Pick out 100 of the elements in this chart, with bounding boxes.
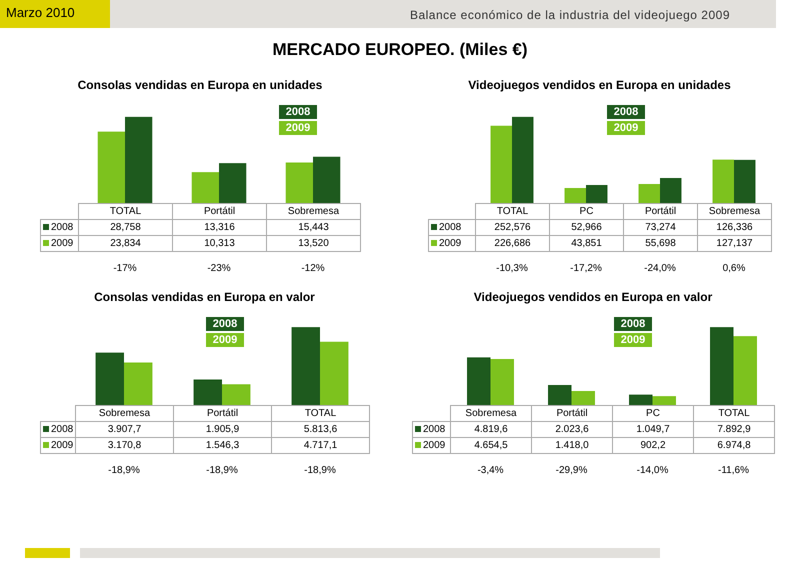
text: 2008 [212,318,238,330]
data-label: 226,686 [476,236,550,252]
data-label: 1.418,0 [532,438,612,454]
data-label: 252,576 [476,220,550,236]
bar [712,160,734,203]
text: 2009 [286,122,310,134]
bar [660,178,682,203]
legend-label: 2009 [51,440,74,451]
text: -12% [300,263,326,274]
text: Balance económico de la industria del videojuego 2009 [408,8,730,22]
x-tick-label: Sobremesa [266,204,360,220]
data-label: 1.905,9 [174,422,272,438]
x-tick-label: TOTAL [272,406,370,422]
bar [734,160,756,203]
x-tick-label: Sobremesa [76,406,174,422]
bar [490,359,514,405]
text: 2008 [286,106,310,118]
data-label: 4.654,5 [450,438,532,454]
legend-label: 2008 [51,222,74,233]
text: -14,0% [636,465,670,476]
x-tick-label: TOTAL [78,204,172,220]
bar [734,336,757,405]
bar [629,394,652,405]
bar [320,342,348,405]
text: -18,9% [107,465,141,476]
bar [548,385,572,405]
data-label: 3.170,8 [76,438,174,454]
legend-label: 2008 [439,222,462,233]
legend-label: 2008 [51,424,74,435]
text: 2009 [614,122,638,134]
chart-title: Consolas vendidas en Europa en unidades [76,78,324,92]
data-label: 55,698 [624,236,698,252]
text: 0,6% [722,263,746,274]
x-tick-label: Portátil [172,204,266,220]
bar [219,163,246,203]
text: -17,2% [569,263,603,274]
text: -18,9% [303,465,337,476]
text: -11,6% [717,465,750,476]
bar [286,162,313,203]
data-label: 15,443 [266,220,360,236]
data-label: 52,966 [550,220,624,236]
data-label: 28,758 [78,220,172,236]
data-label: 3.907,7 [76,422,174,438]
data-label: 2.023,6 [532,422,612,438]
text: -3,4% [476,465,505,476]
data-label: 10,313 [172,236,266,252]
text: -18,9% [205,465,239,476]
x-tick-label: TOTAL [476,204,550,220]
data-label: 13,316 [172,220,266,236]
legend-label: 2009 [423,440,446,451]
text: -23% [206,263,232,274]
x-tick-label: Portátil [624,204,698,220]
text: 2009 [212,334,238,346]
x-tick-label: TOTAL [694,406,774,422]
bar [125,116,152,203]
data-label: 902,2 [612,438,694,454]
bar [710,327,734,405]
bar [638,184,660,203]
data-label: 23,834 [78,236,172,252]
x-tick-label: PC [550,204,624,220]
legend-label: 2009 [439,238,462,249]
bar [313,156,340,203]
text: 2008 [614,106,638,118]
data-label: 1.546,3 [174,438,272,454]
bar [194,379,222,405]
x-tick-label: Sobremesa [450,406,532,422]
data-label: 4.717,1 [272,438,370,454]
text: -29,9% [554,465,588,476]
x-tick-label: Portátil [174,406,272,422]
bar [572,391,595,405]
x-tick-label: PC [612,406,694,422]
legend-label: 2008 [423,424,446,435]
bar [222,384,250,405]
data-label: 7.892,9 [694,422,774,438]
data-label: 73,274 [624,220,698,236]
bar [652,396,676,405]
chart-title: Consolas vendidas en Europa en valor [93,290,316,304]
chart-title: Videojuegos vendidos en Europa en valor [472,290,714,304]
bar [292,327,320,405]
bar [490,126,512,203]
bar [96,352,124,405]
bar [512,116,534,203]
text: 2008 [620,318,646,330]
text: 2009 [620,334,646,346]
data-label: 126,336 [698,220,772,236]
x-tick-label: Sobremesa [698,204,772,220]
bar [564,188,586,203]
data-label: 127,137 [698,236,772,252]
bar [98,132,125,203]
data-label: 43,851 [550,236,624,252]
chart-title: Videojuegos vendidos en Europa en unidades [467,78,732,92]
text: -17% [112,263,138,274]
text: -10,3% [495,263,529,274]
bar [124,362,152,405]
x-tick-label: Portátil [532,406,612,422]
data-label: 13,520 [266,236,360,252]
bar [467,357,490,405]
data-label: 6.974,8 [694,438,774,454]
text: MERCADO EUROPEO. (Miles €) [271,40,529,60]
legend-label: 2009 [51,238,74,249]
